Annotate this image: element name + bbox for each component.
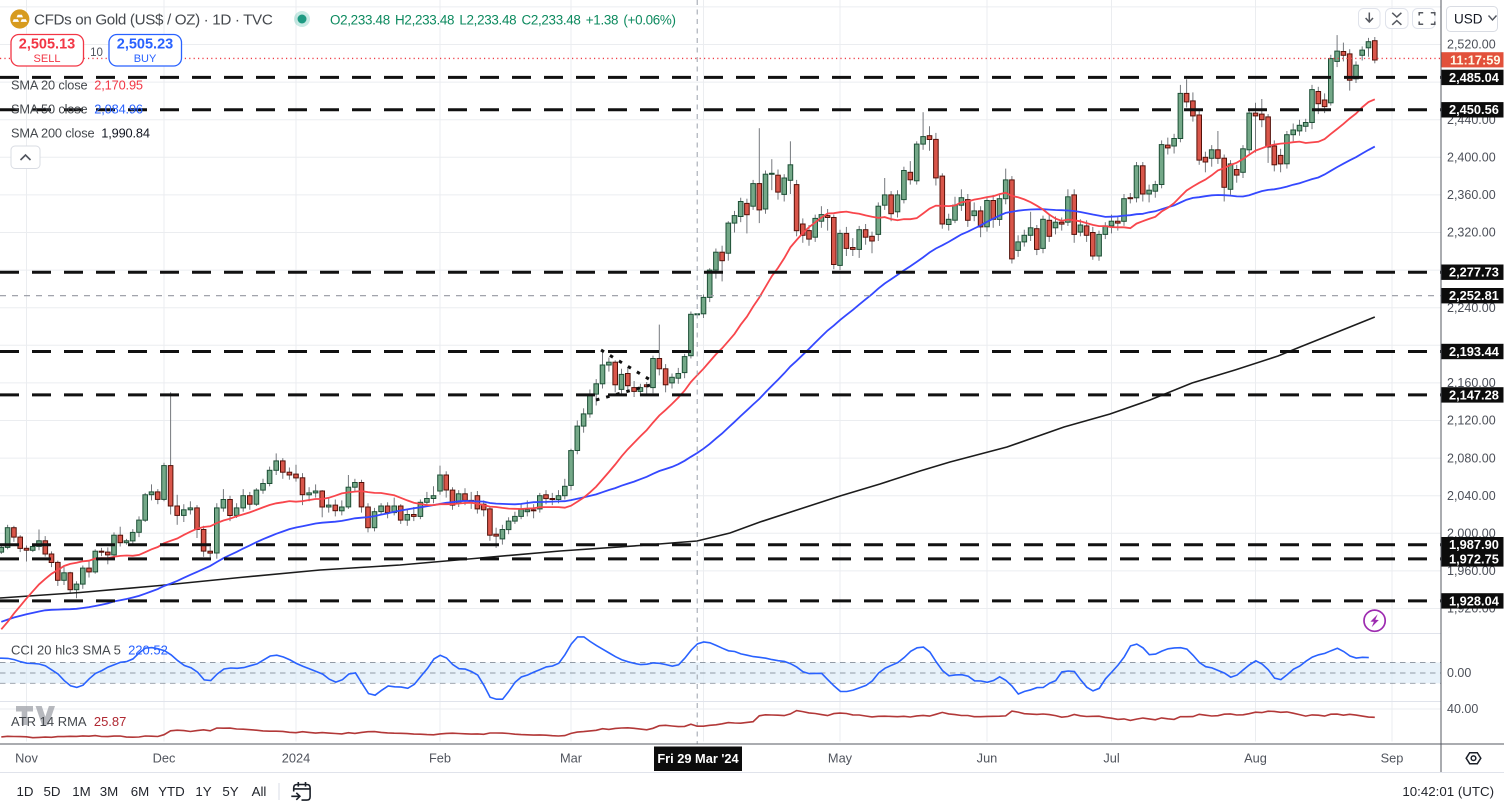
svg-text:Nov: Nov — [15, 751, 38, 766]
svg-text:Sep: Sep — [1381, 751, 1404, 766]
svg-text:O2,233.48 H2,233.48 L2,233.48: O2,233.48 H2,233.48 L2,233.48 C2,233.48 … — [330, 13, 676, 28]
svg-text:SELL: SELL — [34, 53, 61, 65]
svg-text:2,147.28: 2,147.28 — [1449, 387, 1499, 402]
svg-text:May: May — [828, 751, 853, 766]
svg-text:CFDs on Gold (US$ / OZ) · 1D ·: CFDs on Gold (US$ / OZ) · 1D · TVC — [34, 12, 273, 29]
svg-text:2,080.00: 2,080.00 — [1447, 451, 1496, 465]
svg-text:2,360.00: 2,360.00 — [1447, 188, 1496, 202]
svg-text:2024: 2024 — [282, 751, 310, 766]
svg-text:1,960.00: 1,960.00 — [1447, 564, 1496, 578]
svg-text:2,040.00: 2,040.00 — [1447, 489, 1496, 503]
svg-text:Dec: Dec — [153, 751, 176, 766]
svg-text:2,400.00: 2,400.00 — [1447, 151, 1496, 165]
svg-text:1M: 1M — [72, 784, 90, 799]
svg-text:3M: 3M — [100, 784, 118, 799]
svg-text:All: All — [252, 784, 267, 799]
svg-text:1D: 1D — [17, 784, 34, 799]
svg-text:2,120.00: 2,120.00 — [1447, 414, 1496, 428]
svg-text:2,505.23: 2,505.23 — [117, 37, 173, 53]
svg-text:2,450.56: 2,450.56 — [1449, 102, 1499, 117]
svg-text:2,505.13: 2,505.13 — [19, 37, 75, 53]
svg-text:2,193.44: 2,193.44 — [1449, 344, 1500, 359]
svg-text:2,252.81: 2,252.81 — [1449, 288, 1499, 303]
svg-text:2,240.00: 2,240.00 — [1447, 301, 1496, 315]
svg-text:2,160.00: 2,160.00 — [1447, 376, 1496, 390]
svg-text:10:42:01 (UTC): 10:42:01 (UTC) — [1402, 784, 1494, 799]
svg-text:Jun: Jun — [977, 751, 998, 766]
svg-text:2,277.73: 2,277.73 — [1449, 265, 1499, 280]
svg-text:1Y: 1Y — [195, 784, 211, 799]
svg-text:SMA 20 close 2,170.95: SMA 20 close 2,170.95 — [11, 78, 143, 93]
svg-text:SMA 50 close 2,084.96: SMA 50 close 2,084.96 — [11, 102, 143, 117]
svg-text:Mar: Mar — [560, 751, 583, 766]
svg-text:5Y: 5Y — [222, 784, 238, 799]
svg-text:2,320.00: 2,320.00 — [1447, 226, 1496, 240]
svg-text:Jul: Jul — [1103, 751, 1119, 766]
svg-text:BUY: BUY — [134, 53, 157, 65]
svg-text:1,928.04: 1,928.04 — [1449, 593, 1500, 608]
svg-text:YTD: YTD — [158, 784, 185, 799]
svg-text:Feb: Feb — [429, 751, 451, 766]
svg-text:USD: USD — [1454, 12, 1483, 27]
svg-text:2,485.04: 2,485.04 — [1449, 70, 1500, 85]
svg-text:1,972.75: 1,972.75 — [1449, 551, 1499, 566]
svg-text:10: 10 — [90, 47, 103, 59]
svg-text:11:17:59: 11:17:59 — [1450, 52, 1501, 67]
svg-text:6M: 6M — [131, 784, 149, 799]
svg-text:Aug: Aug — [1244, 751, 1267, 766]
svg-text:5D: 5D — [44, 784, 61, 799]
svg-text:0.00: 0.00 — [1447, 666, 1471, 680]
svg-text:1,987.90: 1,987.90 — [1449, 537, 1499, 552]
svg-text:SMA 200 close 1,990.84: SMA 200 close 1,990.84 — [11, 126, 150, 141]
svg-text:CCI 20 hlc3 SMA 5 220.52: CCI 20 hlc3 SMA 5 220.52 — [11, 643, 168, 658]
svg-text:Fri 29 Mar '24: Fri 29 Mar '24 — [657, 751, 739, 766]
svg-text:40.00: 40.00 — [1447, 702, 1478, 716]
svg-text:2,520.00: 2,520.00 — [1447, 38, 1496, 52]
svg-text:ATR 14 RMA 25.87: ATR 14 RMA 25.87 — [11, 714, 126, 729]
